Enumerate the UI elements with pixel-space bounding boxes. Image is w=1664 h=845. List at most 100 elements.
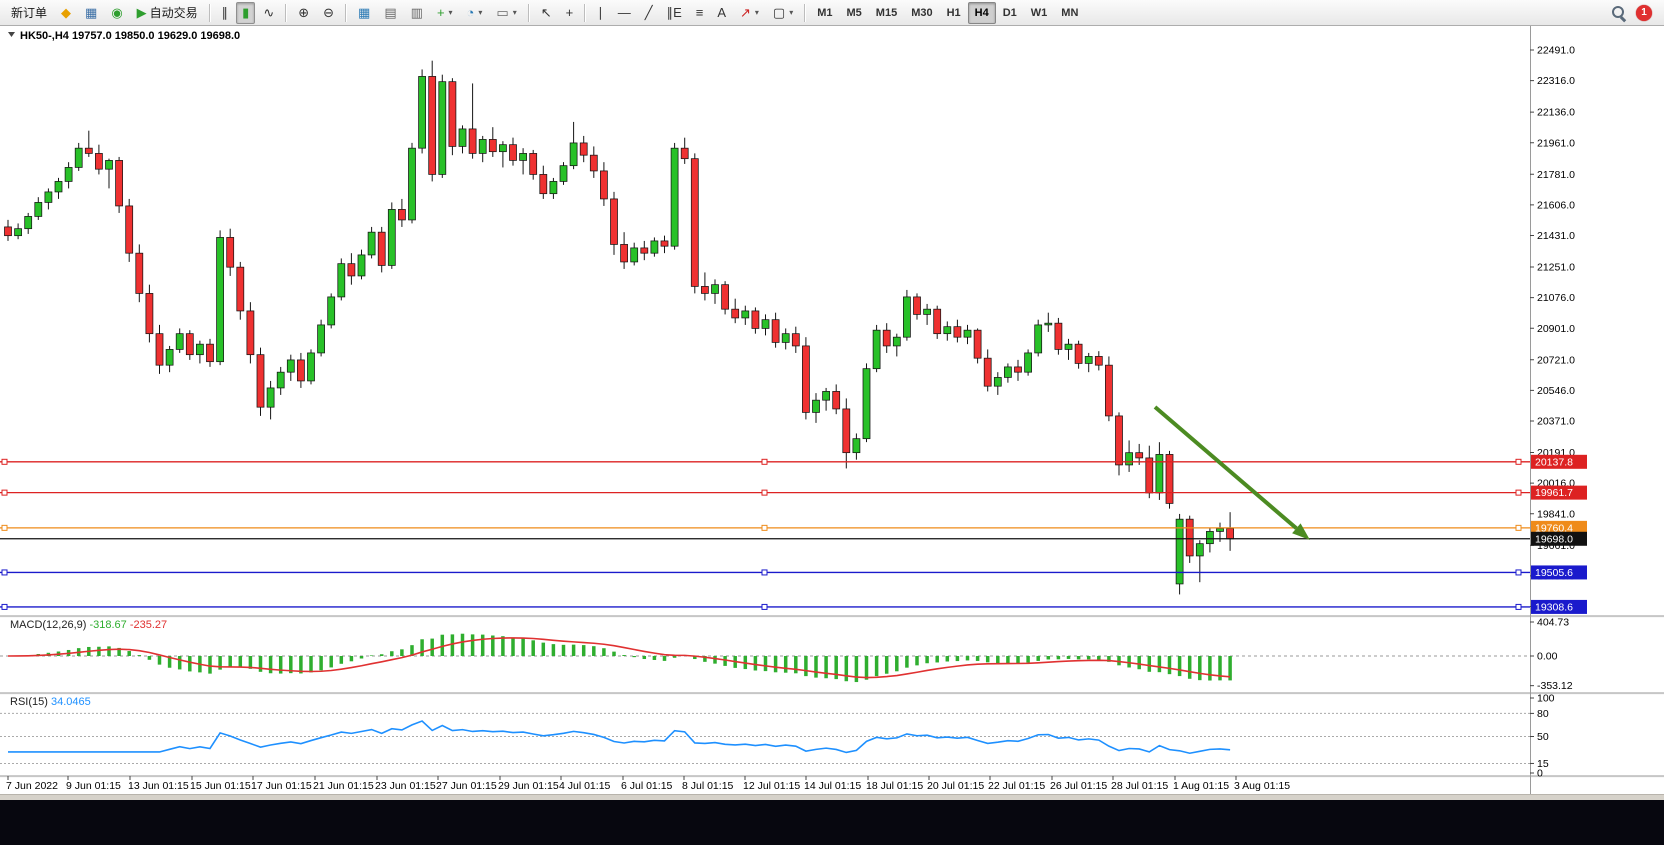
svg-text:29 Jun 01:15: 29 Jun 01:15: [498, 780, 559, 792]
svg-text:21606.0: 21606.0: [1537, 199, 1575, 211]
svg-text:21 Jun 01:15: 21 Jun 01:15: [313, 780, 374, 792]
timeframe-H1[interactable]: H1: [946, 6, 961, 19]
chevron-down-icon: ▾: [478, 8, 483, 17]
svg-text:21961.0: 21961.0: [1537, 137, 1575, 149]
market-icon: ◉: [111, 5, 123, 20]
line-chart-button[interactable]: ∿: [257, 2, 280, 24]
svg-text:22136.0: 22136.0: [1537, 107, 1575, 119]
svg-text:0: 0: [1537, 768, 1543, 780]
price-tags: 20137.8 19961.7 19760.4 19505.6 19308.6 19698…: [1531, 454, 1587, 614]
shapes-icon: ▢: [772, 5, 786, 20]
toolbar-separator: [285, 3, 288, 22]
market-button[interactable]: ◉: [105, 2, 128, 24]
cursor-button[interactable]: ↖: [535, 2, 558, 24]
chart-menu-icon[interactable]: [8, 32, 15, 37]
search-icon[interactable]: [1611, 5, 1626, 20]
svg-text:19308.6: 19308.6: [1535, 601, 1573, 613]
add-indicator-button[interactable]: + ▾: [431, 2, 459, 24]
notification-badge[interactable]: 1: [1636, 4, 1652, 21]
horizontal-scrollbar[interactable]: [0, 794, 1664, 800]
fibonacci-icon: ≡: [695, 5, 704, 20]
svg-text:4 Jul 01:15: 4 Jul 01:15: [559, 780, 611, 792]
svg-text:20901.0: 20901.0: [1537, 323, 1575, 335]
timeframe-H4[interactable]: H4: [967, 1, 996, 24]
svg-text:20137.8: 20137.8: [1535, 456, 1573, 468]
timeframe-W1[interactable]: W1: [1030, 6, 1048, 19]
svg-text:27 Jun 01:15: 27 Jun 01:15: [436, 780, 497, 792]
rsi-label: RSI(15) 34.0465: [10, 696, 91, 708]
svg-text:22491.0: 22491.0: [1537, 45, 1575, 57]
tile-windows-button[interactable]: ▦: [352, 2, 376, 24]
vertical-line-icon: ∣: [597, 5, 604, 20]
auto-trading-button[interactable]: ▶ 自动交易: [131, 2, 204, 24]
timeframe-M30[interactable]: M30: [911, 6, 933, 19]
shapes-button[interactable]: ▢ ▾: [767, 2, 799, 24]
svg-text:28 Jul 01:15: 28 Jul 01:15: [1111, 780, 1168, 792]
toolbar-separator: [804, 3, 807, 22]
horizontal-lines[interactable]: [0, 458, 1530, 610]
trend-arrow[interactable]: [1153, 405, 1310, 540]
candlestick-chart-button[interactable]: ▮: [236, 1, 256, 24]
zoom-in-button[interactable]: ⊕: [292, 2, 315, 24]
timeframe-M15[interactable]: M15: [875, 6, 898, 19]
new-order-button[interactable]: 新订单: [5, 2, 53, 24]
svg-text:20721.0: 20721.0: [1537, 354, 1575, 366]
toolbar-right: 1: [1611, 4, 1660, 21]
svg-text:15 Jun 01:15: 15 Jun 01:15: [190, 780, 251, 792]
timeframe-D1[interactable]: D1: [1002, 6, 1017, 19]
trendline-button[interactable]: ╱: [639, 2, 659, 24]
chevron-down-icon: ▾: [512, 8, 517, 17]
svg-text:15: 15: [1537, 758, 1549, 770]
chevron-down-icon: ▾: [754, 8, 759, 17]
toolbar-separator: [208, 3, 211, 22]
chart-canvas[interactable]: 22491.0 22316.0 22136.0 21961.0 21781.0 21606…: [0, 26, 1664, 794]
period-button[interactable]: ◔ ▾: [461, 2, 489, 24]
screenshot-button[interactable]: ▭ ▾: [490, 2, 522, 24]
fibonacci-button[interactable]: ≡: [690, 2, 710, 24]
channel-icon: ∥E: [666, 5, 682, 20]
svg-text:9 Jun 01:15: 9 Jun 01:15: [66, 780, 121, 792]
svg-text:19841.0: 19841.0: [1537, 508, 1575, 520]
cascade-windows-button[interactable]: ▤: [378, 2, 402, 24]
svg-text:0.00: 0.00: [1537, 651, 1558, 663]
svg-text:13 Jun 01:15: 13 Jun 01:15: [128, 780, 189, 792]
svg-text:50: 50: [1537, 731, 1549, 743]
svg-text:21076.0: 21076.0: [1537, 292, 1575, 304]
svg-text:20 Jul 01:15: 20 Jul 01:15: [927, 780, 984, 792]
crosshair-button[interactable]: +: [560, 2, 580, 24]
svg-text:-353.12: -353.12: [1537, 680, 1573, 692]
rsi-line: [8, 720, 1231, 755]
vertical-line-button[interactable]: ∣: [591, 2, 610, 24]
time-axis[interactable]: 7 Jun 2022 9 Jun 01:15 13 Jun 01:15 15 Jun …: [6, 776, 1290, 792]
charts-grid-button[interactable]: ▦: [79, 2, 103, 24]
channel-button[interactable]: ∥E: [661, 2, 688, 24]
svg-text:21781.0: 21781.0: [1537, 169, 1575, 181]
bar-chart-icon: ∥: [221, 5, 229, 20]
svg-text:22316.0: 22316.0: [1537, 75, 1575, 87]
chevron-down-icon: ▾: [448, 8, 453, 17]
zoom-out-icon: ⊖: [323, 5, 335, 20]
chart-title: HK50-,H4 19757.0 19850.0 19629.0 19698.0: [20, 30, 240, 42]
styles-button[interactable]: ◆: [55, 2, 77, 24]
svg-text:100: 100: [1537, 693, 1555, 705]
text-button[interactable]: A: [711, 2, 732, 24]
svg-text:22 Jul 01:15: 22 Jul 01:15: [988, 780, 1045, 792]
svg-text:21431.0: 21431.0: [1537, 230, 1575, 242]
timeframe-M1[interactable]: M1: [817, 6, 833, 19]
arrange-windows-button[interactable]: ▥: [405, 2, 429, 24]
horizontal-line-icon: ―: [617, 5, 631, 20]
horizontal-line-button[interactable]: ―: [612, 2, 637, 24]
svg-text:8 Jul 01:15: 8 Jul 01:15: [682, 780, 734, 792]
zoom-out-button[interactable]: ⊖: [317, 2, 340, 24]
auto-trading-icon: ▶: [136, 5, 147, 20]
bar-chart-button[interactable]: ∥: [216, 2, 235, 24]
svg-text:404.73: 404.73: [1537, 617, 1569, 629]
chart-area[interactable]: 22491.0 22316.0 22136.0 21961.0 21781.0 21606…: [0, 26, 1664, 794]
timeframe-M5[interactable]: M5: [846, 6, 862, 19]
add-indicator-icon: +: [436, 5, 445, 20]
svg-text:20546.0: 20546.0: [1537, 385, 1575, 397]
timeframe-MN[interactable]: MN: [1061, 6, 1079, 19]
svg-text:14 Jul 01:15: 14 Jul 01:15: [804, 780, 861, 792]
arrows-button[interactable]: ↗ ▾: [734, 2, 765, 24]
tile-windows-icon: ▦: [358, 5, 371, 20]
